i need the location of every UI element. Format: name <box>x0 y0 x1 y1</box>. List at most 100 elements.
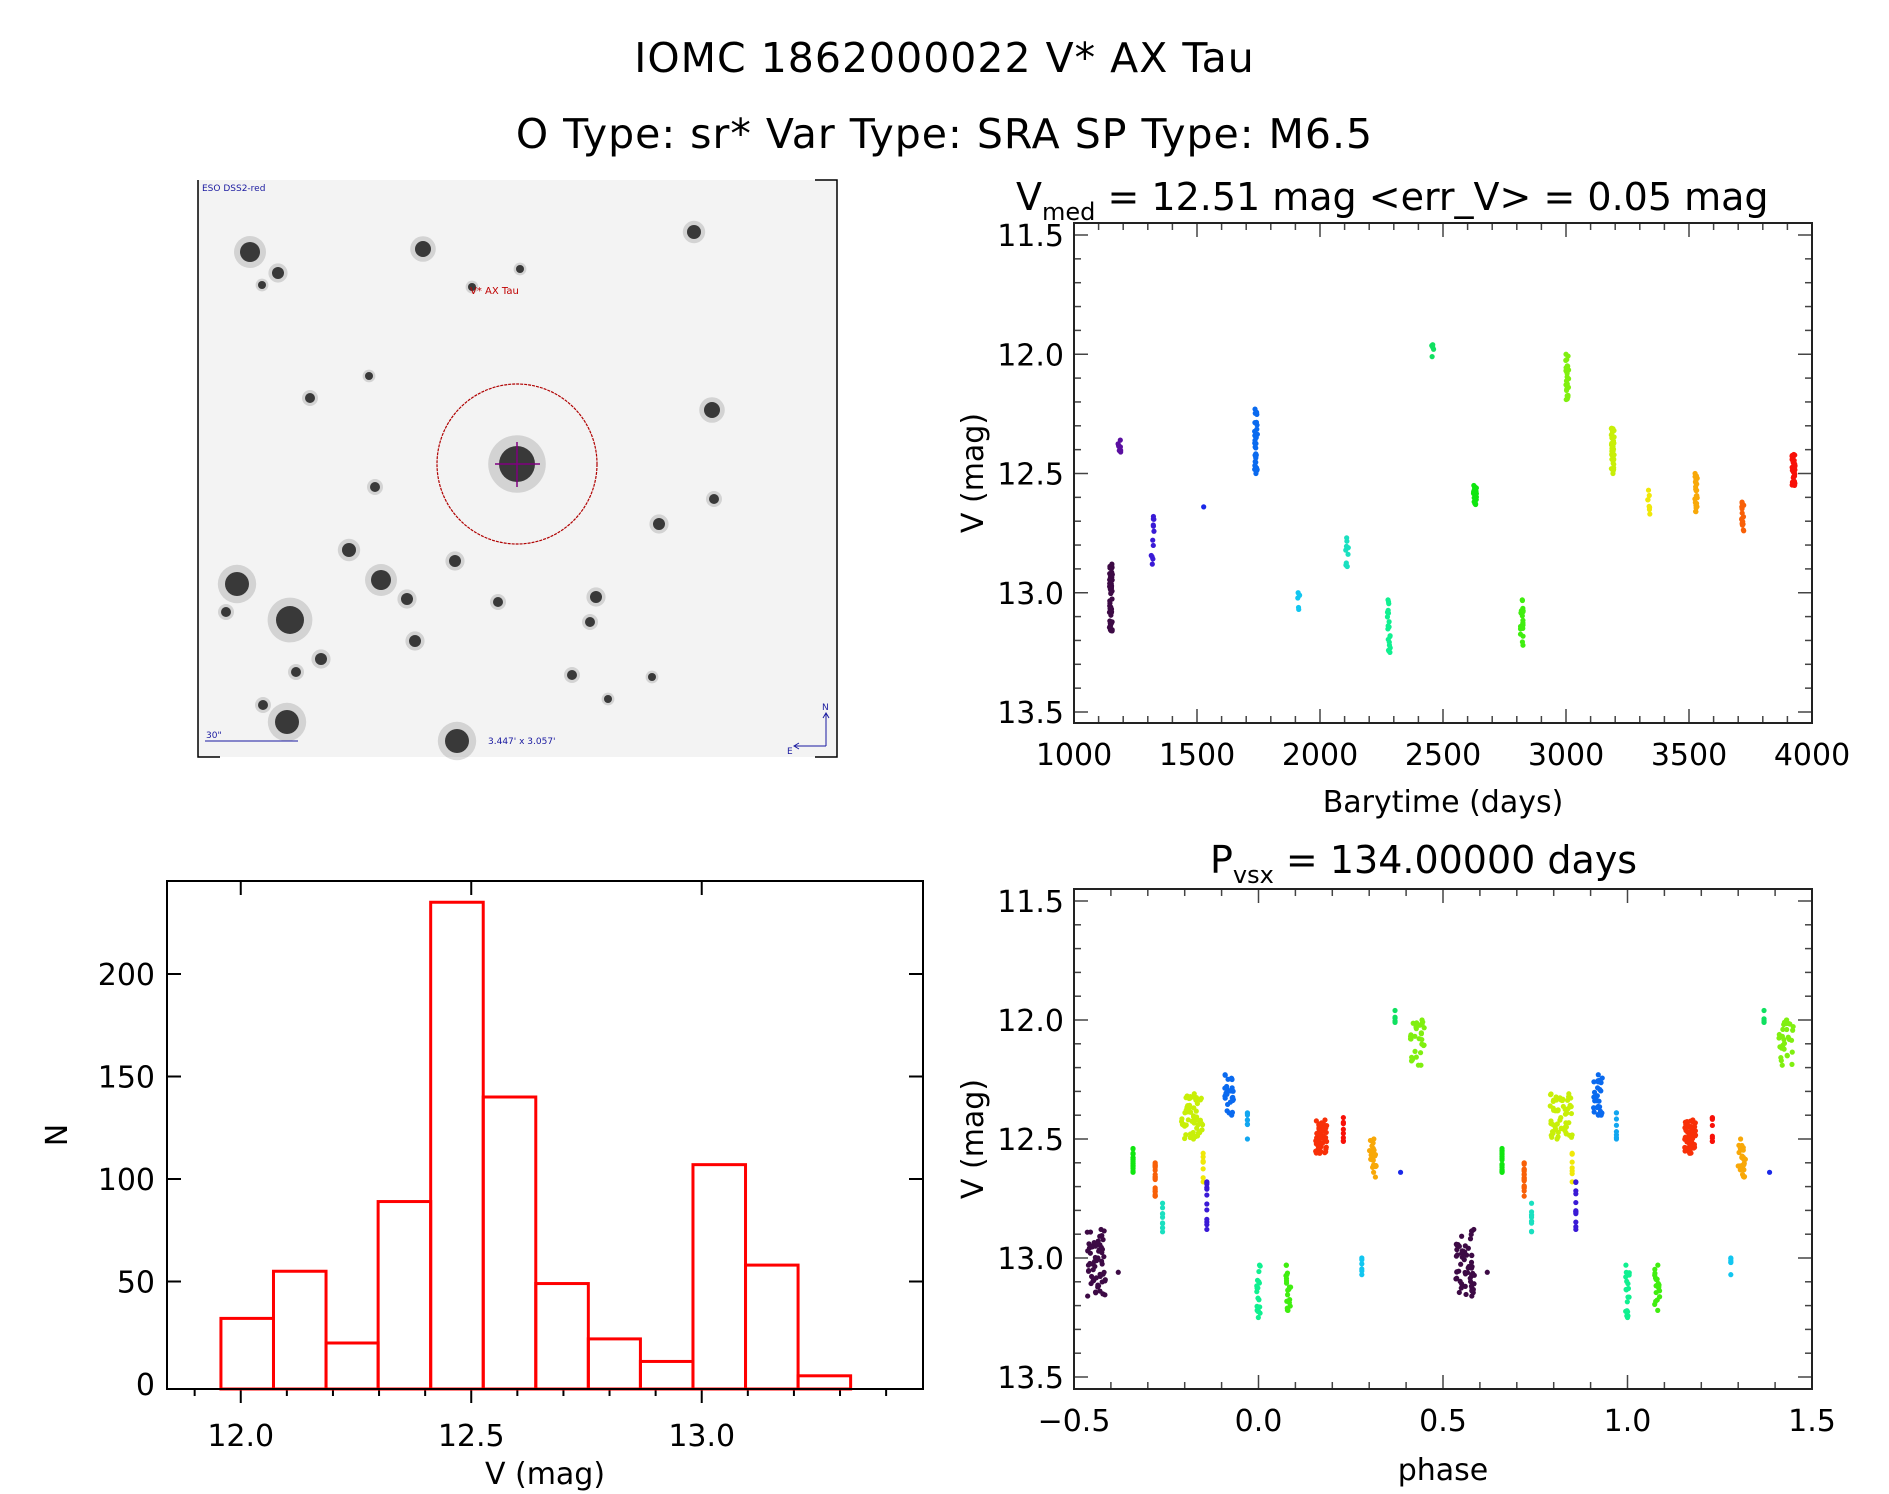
data-point <box>1284 1270 1291 1276</box>
data-point <box>1151 528 1157 534</box>
data-point <box>1565 353 1571 359</box>
data-point <box>1182 1135 1188 1142</box>
data-point <box>1558 1097 1564 1103</box>
data-point <box>1656 1294 1663 1300</box>
data-point <box>1558 1126 1564 1132</box>
data-point <box>1191 1105 1197 1111</box>
data-point <box>1252 444 1258 450</box>
y-tick-label: 11.5 <box>997 885 1064 920</box>
star-halo <box>218 604 234 620</box>
east-label: E <box>787 747 793 757</box>
x-tick-label: 4000 <box>1774 738 1850 773</box>
star <box>585 617 595 627</box>
data-point <box>1200 1166 1206 1172</box>
fov-label: 3.447' x 3.057' <box>488 737 556 747</box>
star-halo <box>267 702 307 742</box>
lightcurve-frame <box>1073 222 1813 724</box>
data-point <box>1554 1136 1560 1142</box>
histogram-bar <box>324 1341 380 1391</box>
histogram-bars <box>219 900 853 1391</box>
data-point <box>1340 1114 1346 1121</box>
histogram-frame <box>166 880 924 1390</box>
star-halo <box>302 390 318 406</box>
data-point <box>1150 537 1156 543</box>
data-point <box>1385 610 1392 616</box>
data-point <box>1521 1172 1527 1178</box>
data-point <box>1469 1288 1475 1294</box>
star <box>371 570 391 590</box>
data-point <box>1780 1026 1786 1033</box>
histogram-bar <box>534 1282 590 1391</box>
data-point <box>1201 504 1207 510</box>
data-point <box>1521 1176 1527 1182</box>
data-point <box>1115 442 1122 448</box>
histogram-bar <box>691 1163 748 1391</box>
data-point <box>1598 1088 1604 1094</box>
data-point <box>1595 1072 1601 1078</box>
data-point <box>1244 1121 1251 1128</box>
data-point <box>1454 1269 1460 1275</box>
data-point <box>1257 1263 1263 1269</box>
data-point <box>1359 1261 1365 1267</box>
data-point <box>1565 392 1571 398</box>
data-point <box>1694 492 1700 499</box>
star-halo <box>465 280 479 294</box>
star <box>604 695 612 703</box>
data-point <box>1096 1248 1102 1254</box>
data-point <box>1555 1129 1561 1135</box>
data-point <box>1466 1263 1472 1270</box>
data-point <box>1323 1149 1329 1155</box>
data-point <box>1204 1192 1210 1198</box>
data-point <box>1222 1093 1228 1099</box>
histogram-ytick-labels: 0 50 100 150 200 <box>98 958 155 1403</box>
star-halo <box>601 692 615 706</box>
data-point <box>1792 463 1798 469</box>
data-point <box>1159 1220 1166 1226</box>
star-halo <box>365 564 397 596</box>
data-point <box>1462 1271 1469 1277</box>
data-point <box>1792 471 1798 477</box>
data-point <box>1613 1129 1620 1135</box>
data-point <box>1647 511 1653 517</box>
data-point <box>1459 1233 1465 1239</box>
data-point <box>1085 1262 1092 1268</box>
data-point <box>1183 1095 1189 1101</box>
data-point <box>1321 1136 1328 1143</box>
data-point <box>1152 1167 1158 1173</box>
data-point <box>1204 1222 1210 1228</box>
data-point <box>1370 1140 1376 1146</box>
data-point <box>1419 1022 1425 1028</box>
histogram-bar <box>586 1337 642 1391</box>
data-point <box>1499 1161 1505 1167</box>
data-point <box>1150 516 1156 522</box>
data-point <box>1285 1307 1291 1313</box>
data-point <box>1371 1169 1377 1175</box>
data-point <box>1693 479 1699 485</box>
data-point <box>1789 453 1795 460</box>
data-point <box>1682 1136 1688 1142</box>
x-tick-label: −0.5 <box>1038 1404 1111 1439</box>
data-point <box>1200 1150 1206 1156</box>
data-point <box>1095 1282 1101 1288</box>
data-point <box>1594 1085 1601 1091</box>
data-point <box>1254 466 1260 473</box>
data-point <box>1296 606 1302 613</box>
data-point <box>1371 1147 1377 1153</box>
data-point <box>1085 1293 1091 1299</box>
data-point <box>1653 1283 1659 1289</box>
data-point <box>1789 1061 1795 1067</box>
data-point <box>1099 1233 1105 1239</box>
data-point <box>1766 1169 1773 1175</box>
data-point <box>1392 1019 1398 1025</box>
data-point <box>1613 1110 1620 1116</box>
data-point <box>1740 1162 1746 1168</box>
star-halo <box>564 667 580 683</box>
data-point <box>1471 488 1477 494</box>
y-tick-label: 50 <box>117 1266 155 1301</box>
data-point <box>1107 584 1113 590</box>
data-point <box>1321 1125 1327 1131</box>
data-point <box>1255 1295 1261 1301</box>
data-point <box>1185 1117 1191 1123</box>
data-point <box>1359 1257 1365 1263</box>
data-point <box>1591 1089 1598 1095</box>
